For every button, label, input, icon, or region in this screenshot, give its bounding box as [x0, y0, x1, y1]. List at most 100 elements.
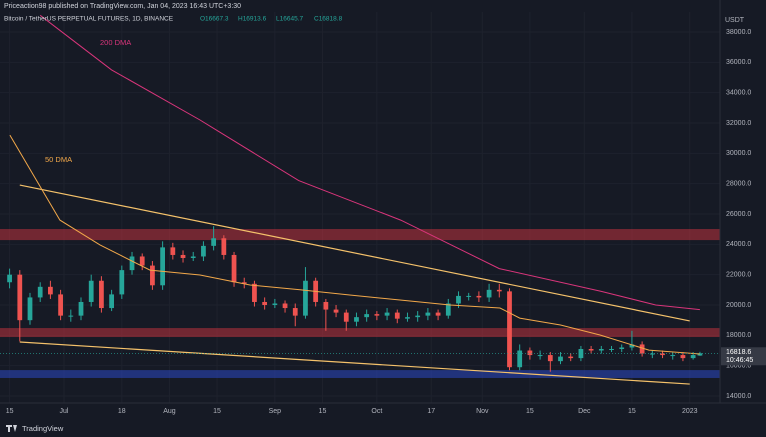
last-price-tag: [721, 347, 766, 366]
candle-body: [639, 344, 645, 354]
plot-area: [0, 14, 720, 385]
candle-body: [629, 344, 635, 348]
candle-body: [670, 355, 676, 357]
candle-body: [578, 349, 584, 359]
candle-body: [190, 256, 196, 258]
candle-body: [394, 312, 400, 319]
candle-body: [272, 303, 278, 306]
y-tick-label: 24000.0: [726, 241, 751, 248]
candle-body: [160, 247, 166, 286]
candle-body: [333, 309, 339, 313]
candle-body: [221, 238, 227, 255]
candle-body: [78, 301, 84, 316]
x-tick-label: 2023: [682, 408, 698, 415]
candle-body: [507, 291, 512, 368]
candle-body: [282, 303, 288, 309]
candle-body: [547, 355, 553, 362]
last-price-label: 16818.6: [726, 349, 751, 356]
zone: [0, 370, 720, 378]
candle-body: [588, 349, 594, 351]
candle-body: [323, 301, 329, 310]
ohlc-value: O16667.3: [200, 16, 229, 23]
candle-body: [241, 282, 247, 284]
candle-body: [170, 247, 176, 255]
candle-body: [680, 355, 686, 359]
candle-body: [354, 317, 359, 322]
candle-body: [129, 256, 135, 271]
candle-body: [405, 317, 410, 319]
ohlc-value: L16645.7: [276, 16, 303, 23]
ma-line: [39, 14, 700, 311]
candle-body: [619, 347, 625, 350]
x-tick-label: Dec: [578, 408, 591, 415]
trendline: [19, 341, 690, 385]
candle-body: [496, 289, 502, 292]
y-tick-label: 28000.0: [726, 181, 751, 188]
candle-body: [48, 286, 53, 295]
candle-body: [303, 280, 308, 316]
y-tick-label: 22000.0: [726, 272, 751, 279]
candle-body: [17, 274, 23, 321]
candle-body: [537, 355, 543, 357]
candle-body: [109, 294, 114, 309]
candle-body: [139, 256, 145, 266]
header: Priceaction98 published on TradingView.c…: [4, 3, 241, 10]
candle-body: [211, 238, 217, 246]
candle-body: [364, 314, 370, 318]
logo: [6, 425, 17, 432]
candle-body: [58, 294, 63, 316]
zone: [0, 229, 720, 241]
candle-body: [466, 295, 472, 297]
candle-body: [262, 301, 268, 306]
candle-body: [99, 280, 104, 309]
x-tick-label: 15: [526, 408, 534, 415]
candle-body: [598, 349, 604, 351]
x-tick-label: Nov: [476, 408, 489, 415]
candle-body: [435, 312, 441, 316]
y-tick-label: 20000.0: [726, 302, 751, 309]
x-tick-label: 15: [319, 408, 327, 415]
candle-body: [119, 270, 125, 295]
candle-body: [527, 350, 533, 356]
footer: TradingView: [22, 424, 64, 433]
y-tick-label: 32000.0: [726, 120, 751, 127]
candle-body: [609, 349, 614, 351]
x-tick-label: 18: [118, 408, 126, 415]
y-tick-label: 14000.0: [726, 393, 751, 400]
candle-body: [415, 315, 421, 318]
candle-body: [150, 265, 155, 286]
candle-body: [660, 353, 665, 356]
ma-label: 50 DMA: [45, 155, 72, 164]
candle-body: [27, 297, 33, 321]
ohlc-value: C16818.8: [314, 16, 343, 23]
x-tick-label: Aug: [163, 408, 176, 415]
candle-body: [384, 312, 390, 316]
y-tick-label: 30000.0: [726, 150, 751, 157]
candle-body: [292, 308, 298, 316]
candle-body: [445, 303, 451, 316]
ohlc-value: H16913.6: [238, 16, 267, 23]
candle-body: [180, 254, 186, 258]
candle-body: [486, 289, 492, 298]
candle-body: [476, 295, 482, 298]
candle-body: [201, 245, 206, 257]
y-tick-label: 36000.0: [726, 59, 751, 66]
candle-body: [425, 312, 431, 316]
candle-body: [649, 353, 655, 355]
candle-body: [68, 315, 74, 317]
y-tick-label: 38000.0: [726, 29, 751, 36]
countdown: 10:46:45: [726, 357, 753, 364]
y-unit: USDT: [725, 17, 745, 24]
candle-body: [88, 280, 94, 302]
candle-body: [568, 356, 574, 359]
candle-body: [7, 274, 12, 283]
candle-body: [690, 355, 696, 359]
trendline: [19, 184, 690, 322]
candle-body: [517, 350, 523, 368]
x-tick-label: Oct: [371, 408, 382, 415]
candle-body: [37, 286, 43, 298]
ma-line: [9, 134, 700, 355]
